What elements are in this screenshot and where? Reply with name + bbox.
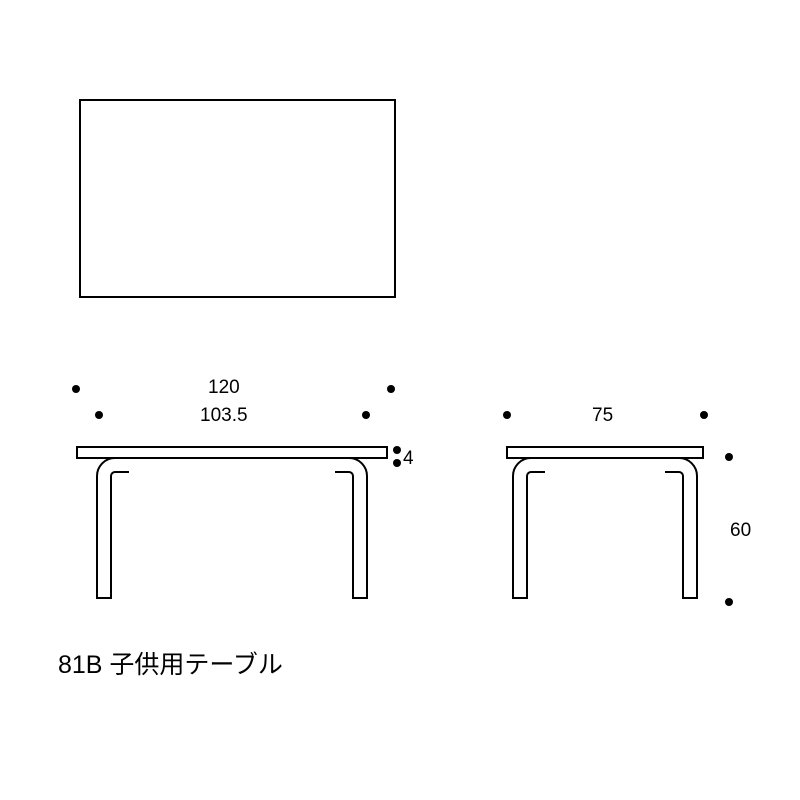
dim-height: 60 <box>730 520 751 542</box>
dim-depth: 75 <box>592 405 613 427</box>
dimension-dot <box>387 385 395 393</box>
dimension-dot <box>362 411 370 419</box>
dimension-dot <box>72 385 80 393</box>
product-caption: 81B 子供用テーブル <box>58 645 283 681</box>
front-elevation <box>75 445 389 600</box>
dimension-dot <box>95 411 103 419</box>
dimension-dot <box>393 459 401 467</box>
dimension-dot <box>393 446 401 454</box>
dim-width-inner: 103.5 <box>200 405 248 427</box>
side-elevation <box>505 445 705 600</box>
dimension-dot <box>725 598 733 606</box>
dimension-dot <box>725 453 733 461</box>
dim-thickness: 4 <box>403 448 414 470</box>
dimension-dot <box>503 411 511 419</box>
top-view <box>79 99 396 298</box>
technical-drawing: 120 103.5 75 60 4 81B 子供用テーブル <box>0 0 800 800</box>
dim-width-overall: 120 <box>208 377 240 399</box>
dimension-dot <box>700 411 708 419</box>
